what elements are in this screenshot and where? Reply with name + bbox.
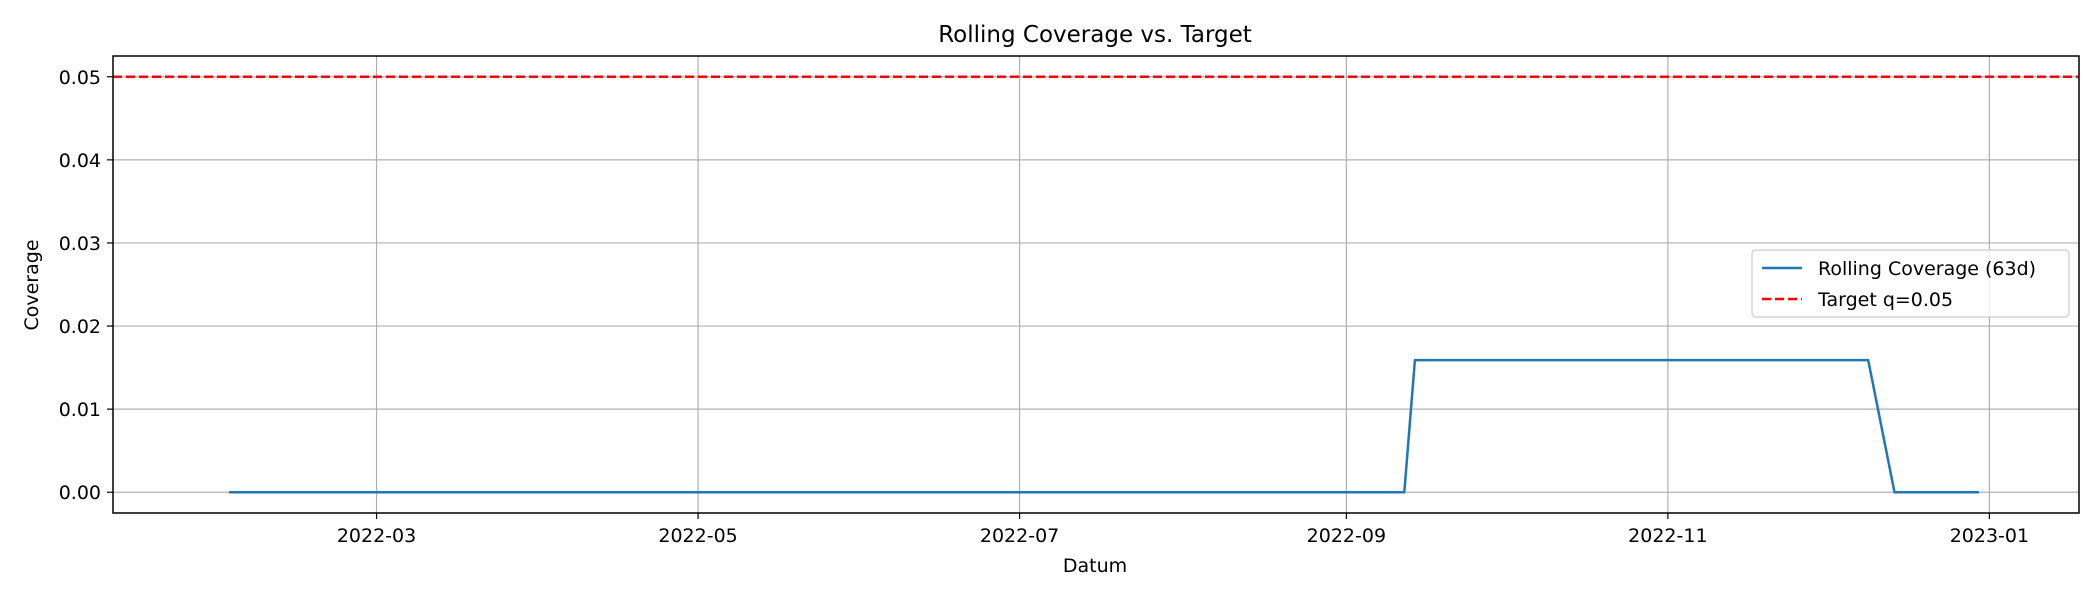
y-tick-label: 0.05 [59, 67, 101, 89]
x-tick-label: 2022-03 [337, 525, 416, 547]
rolling-coverage-line [229, 358, 1979, 494]
y-tick-label: 0.00 [59, 482, 101, 504]
legend-label-target: Target q=0.05 [1817, 289, 1953, 311]
legend-frame [1751, 249, 2070, 318]
x-axis-label: Datum [1063, 555, 1127, 577]
plot-frame [112, 55, 2080, 514]
y-tick-label: 0.01 [59, 399, 101, 421]
y-tick-label: 0.04 [59, 150, 101, 172]
x-tick-label: 2023-01 [1950, 525, 2029, 547]
legend-label-rolling-coverage: Rolling Coverage (63d) [1818, 258, 2036, 280]
y-tick-label: 0.02 [59, 316, 101, 338]
y-tick-label: 0.03 [59, 233, 101, 255]
legend: Rolling Coverage (63d) Target q=0.05 [1751, 249, 2070, 318]
y-axis-ticks: 0.00 0.01 0.02 0.03 0.04 0.05 [59, 67, 113, 504]
x-axis-ticks: 2022-03 2022-05 2022-07 2022-09 2022-11 2023-… [337, 513, 2029, 547]
plot-area [113, 75, 2079, 494]
x-tick-label: 2022-07 [980, 525, 1059, 547]
x-tick-label: 2022-11 [1628, 525, 1707, 547]
chart-title: Rolling Coverage vs. Target [938, 22, 1252, 48]
x-tick-label: 2022-05 [658, 525, 737, 547]
y-axis-label: Coverage [21, 239, 43, 330]
x-tick-label: 2022-09 [1307, 525, 1386, 547]
